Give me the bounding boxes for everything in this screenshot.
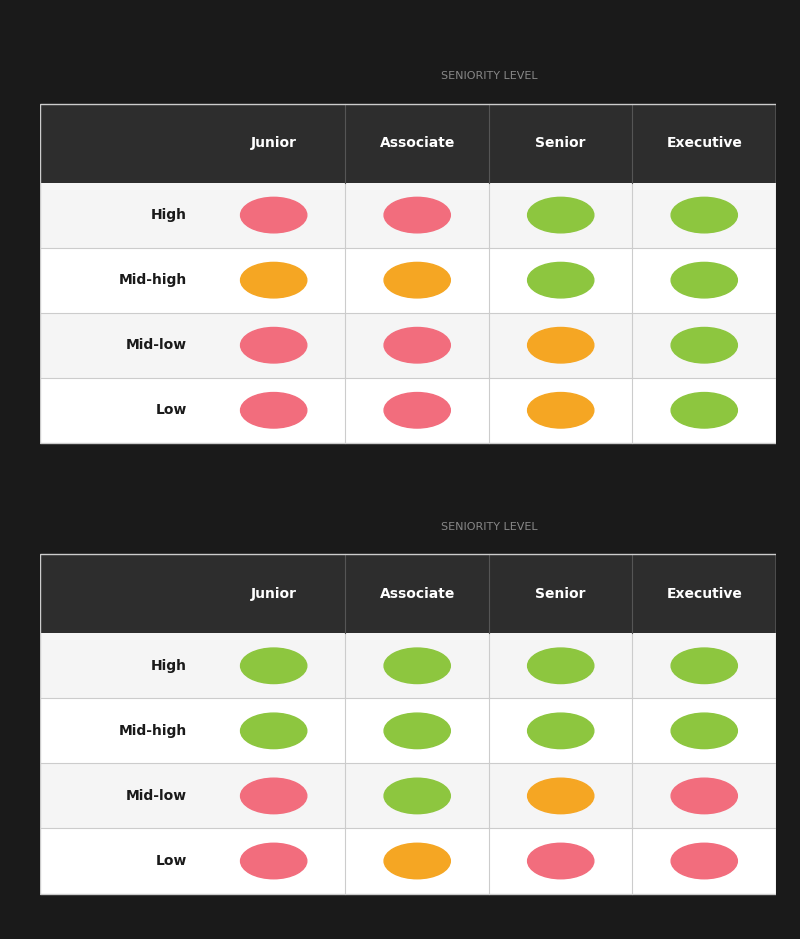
Text: High: High [151,208,187,223]
Circle shape [241,648,307,684]
Circle shape [528,843,594,879]
Circle shape [384,197,450,233]
Circle shape [671,328,738,363]
Circle shape [241,713,307,748]
Text: Senior: Senior [535,587,586,601]
Text: Mid-low: Mid-low [126,338,187,352]
Circle shape [528,778,594,814]
Text: Executive: Executive [666,587,742,601]
Circle shape [671,648,738,684]
Circle shape [241,262,307,298]
FancyBboxPatch shape [202,554,776,633]
Text: Associate: Associate [379,136,455,150]
FancyBboxPatch shape [40,313,776,377]
Circle shape [671,262,738,298]
Circle shape [671,393,738,428]
Text: SENIORITY LEVEL: SENIORITY LEVEL [441,71,538,81]
Circle shape [384,778,450,814]
FancyBboxPatch shape [40,182,776,248]
FancyBboxPatch shape [40,103,202,182]
Circle shape [384,262,450,298]
FancyBboxPatch shape [40,699,776,763]
FancyBboxPatch shape [40,763,776,828]
Circle shape [528,713,594,748]
Circle shape [671,843,738,879]
Circle shape [241,197,307,233]
Circle shape [241,328,307,363]
FancyBboxPatch shape [40,554,202,633]
FancyBboxPatch shape [40,633,776,699]
Text: Low: Low [156,854,187,868]
Text: SENIORITY LEVEL: SENIORITY LEVEL [441,522,538,531]
Circle shape [384,393,450,428]
Circle shape [384,843,450,879]
Text: Senior: Senior [535,136,586,150]
Text: Mid-low: Mid-low [126,789,187,803]
Circle shape [241,843,307,879]
Circle shape [241,393,307,428]
Circle shape [241,778,307,814]
FancyBboxPatch shape [40,377,776,443]
Circle shape [528,648,594,684]
Circle shape [528,328,594,363]
Circle shape [384,648,450,684]
Circle shape [528,197,594,233]
Circle shape [384,713,450,748]
Text: Executive: Executive [666,136,742,150]
Text: Junior: Junior [250,587,297,601]
Circle shape [671,197,738,233]
FancyBboxPatch shape [202,103,776,182]
Text: Junior: Junior [250,136,297,150]
FancyBboxPatch shape [40,248,776,313]
Text: Mid-high: Mid-high [119,273,187,287]
Circle shape [671,778,738,814]
FancyBboxPatch shape [40,828,776,894]
Text: Associate: Associate [379,587,455,601]
Circle shape [384,328,450,363]
Circle shape [671,713,738,748]
Text: High: High [151,659,187,673]
Text: Low: Low [156,403,187,417]
Circle shape [528,393,594,428]
Circle shape [528,262,594,298]
Text: Mid-high: Mid-high [119,724,187,738]
